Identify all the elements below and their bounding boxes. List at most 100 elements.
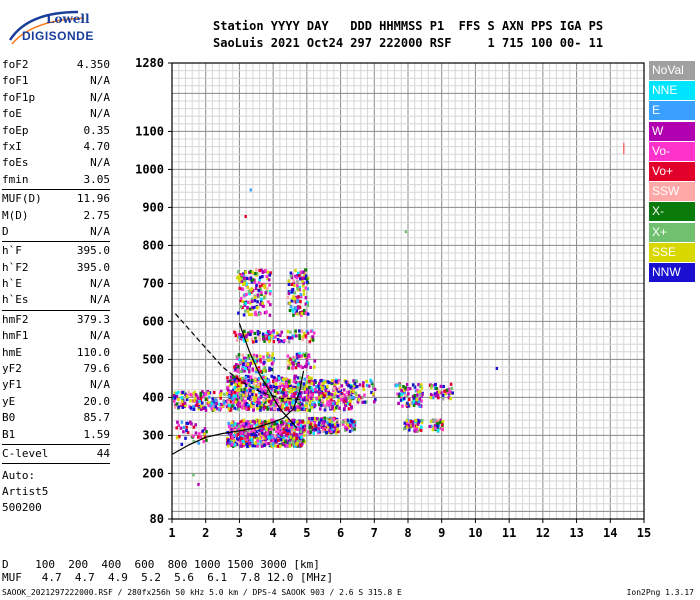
echo-point — [405, 383, 409, 387]
echo-point — [247, 379, 250, 383]
echo-point — [408, 387, 412, 391]
echo-point — [285, 418, 289, 423]
echo-point — [277, 340, 281, 344]
echo-point — [285, 394, 288, 398]
legend-item-w: W — [649, 121, 695, 141]
echo-point — [234, 394, 237, 398]
auto-line: Artist5 — [2, 485, 49, 498]
echo-point — [286, 440, 290, 444]
echo-point — [399, 398, 403, 402]
echo-point — [279, 395, 282, 400]
echo-point — [300, 435, 303, 439]
echo-point — [259, 439, 262, 444]
echo-point — [243, 276, 246, 280]
echo-point — [343, 406, 346, 411]
echo-point — [431, 396, 435, 400]
echo-point — [288, 390, 291, 394]
echo-point — [260, 370, 264, 374]
echo-point — [263, 311, 267, 315]
echo-point — [233, 386, 236, 390]
echo-point — [441, 397, 445, 401]
param-row: h`Es N/A — [2, 292, 110, 308]
echo-point — [247, 300, 250, 304]
echo-point — [321, 381, 325, 386]
echo-point — [233, 428, 237, 433]
echo-point — [269, 330, 272, 335]
x-tick-label: 10 — [468, 526, 482, 540]
echo-point — [264, 435, 268, 439]
echo-point — [292, 432, 296, 436]
echo-point — [306, 312, 310, 316]
echo-point — [358, 383, 362, 387]
echo-point — [267, 330, 270, 334]
echo-point — [253, 444, 257, 448]
echo-point — [317, 390, 320, 394]
echo-point — [265, 389, 269, 393]
echo-point — [228, 397, 232, 401]
echo-point — [211, 397, 214, 401]
echo-point — [244, 386, 248, 390]
echo-point — [235, 355, 239, 359]
echo-point — [237, 353, 241, 357]
echo-point — [285, 385, 288, 389]
echo-point — [409, 424, 413, 428]
echo-point — [270, 435, 274, 439]
echo-point — [265, 427, 268, 431]
echo-point — [242, 391, 245, 395]
echo-point — [296, 280, 299, 284]
echo-point — [243, 293, 247, 297]
echo-point — [262, 355, 265, 359]
echo-point — [244, 215, 247, 218]
echo-point — [337, 399, 340, 403]
echo-point — [250, 433, 253, 437]
echo-point — [238, 393, 241, 397]
echo-point — [239, 444, 243, 448]
echo-point — [300, 391, 303, 395]
echo-point — [416, 422, 420, 426]
echo-point — [281, 422, 285, 426]
x-tick-label: 7 — [371, 526, 378, 540]
echo-point — [253, 398, 256, 402]
echo-point — [340, 394, 343, 398]
echo-point — [363, 400, 367, 404]
echo-point — [304, 397, 307, 401]
echo-point — [259, 287, 262, 291]
echo-point — [194, 395, 197, 399]
param-row: h`F2 395.0 — [2, 260, 110, 276]
echo-point — [327, 392, 331, 396]
echo-point — [250, 299, 254, 303]
echo-point — [172, 396, 175, 400]
echo-point — [441, 393, 445, 397]
echo-point — [226, 386, 230, 390]
echo-point — [400, 392, 403, 396]
echo-point — [335, 406, 338, 410]
echo-point — [314, 387, 317, 391]
x-tick-label: 3 — [236, 526, 243, 540]
param-key: B1 — [2, 427, 16, 441]
echo-point — [305, 278, 309, 282]
echo-point — [257, 358, 260, 362]
echo-point — [317, 427, 320, 431]
echo-point — [243, 379, 246, 383]
echo-point — [332, 417, 335, 421]
echo-point — [314, 390, 317, 394]
echo-point — [408, 403, 412, 407]
echo-point — [280, 383, 284, 387]
echo-point — [333, 406, 336, 410]
echo-point — [302, 398, 305, 402]
echo-point — [274, 335, 277, 339]
echo-point — [321, 392, 325, 396]
echo-point — [231, 388, 235, 392]
echo-point — [254, 370, 258, 374]
echo-point — [301, 420, 304, 424]
echo-point — [250, 278, 253, 282]
echo-point — [449, 397, 452, 401]
echo-point — [197, 435, 200, 439]
echo-point — [241, 365, 245, 369]
echo-point — [259, 384, 262, 388]
echo-point — [320, 390, 324, 394]
echo-point — [240, 405, 244, 410]
echo-point — [265, 331, 269, 335]
x-tick-label: 6 — [337, 526, 344, 540]
echo-point — [322, 420, 325, 424]
